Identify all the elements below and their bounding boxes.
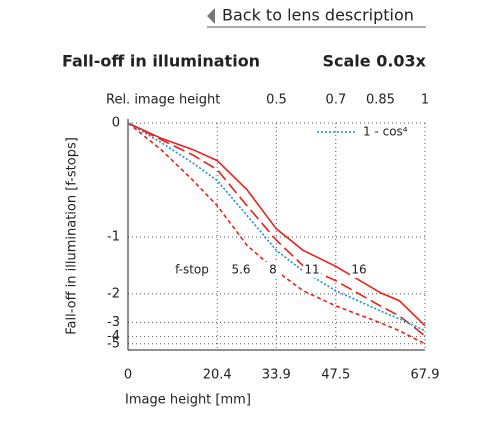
series-line <box>127 122 426 337</box>
x2-tick-label: 0.85 <box>366 93 395 108</box>
series-line <box>127 122 426 332</box>
x-tick-label: 47.5 <box>321 368 350 383</box>
annotation: 11 <box>304 263 319 277</box>
annotation-bg <box>350 262 368 278</box>
back-link[interactable]: Back to lens description <box>207 6 426 28</box>
x2-axis-label: Rel. image height <box>106 93 220 108</box>
annotation: 8 <box>269 263 277 277</box>
annotation-bg <box>172 262 212 278</box>
series-line <box>127 122 426 327</box>
annotation: f-stop <box>175 263 209 277</box>
annotation: 5.6 <box>231 263 250 277</box>
series-line <box>127 122 426 345</box>
x-tick-label: 67.9 <box>411 368 440 383</box>
x-axis-label: Image height [mm] <box>125 393 251 408</box>
x2-tick-label: 0.7 <box>326 93 347 108</box>
y-tick-label: -1 <box>107 229 120 244</box>
chart-title: Fall-off in illumination <box>62 52 260 71</box>
annotation-bg <box>303 262 321 278</box>
x2-tick-label: 0.5 <box>266 93 287 108</box>
y-tick-label: -3 <box>107 315 120 330</box>
annotation-bg <box>264 262 282 278</box>
x-tick-label: 33.9 <box>262 368 291 383</box>
y-tick-label: -5 <box>107 336 120 351</box>
annotation: 16 <box>351 263 366 277</box>
x-tick-label: 20.4 <box>203 368 232 383</box>
back-link-text[interactable]: Back to lens description <box>222 6 414 25</box>
back-arrow <box>207 8 215 24</box>
x-tick-label: 0 <box>124 368 132 383</box>
x2-tick-label: 1 <box>421 93 429 108</box>
y-axis-label: Fall-off in illumination [f-stops] <box>65 137 80 335</box>
y-tick-label: -4 <box>107 329 120 344</box>
chart-subtitle: Scale 0.03x <box>322 52 426 71</box>
y-tick-label: 0 <box>112 116 120 131</box>
legend-label: 1 - cos⁴ <box>363 125 408 139</box>
y-tick-label: -2 <box>107 286 120 301</box>
annotation-bg <box>232 262 250 278</box>
